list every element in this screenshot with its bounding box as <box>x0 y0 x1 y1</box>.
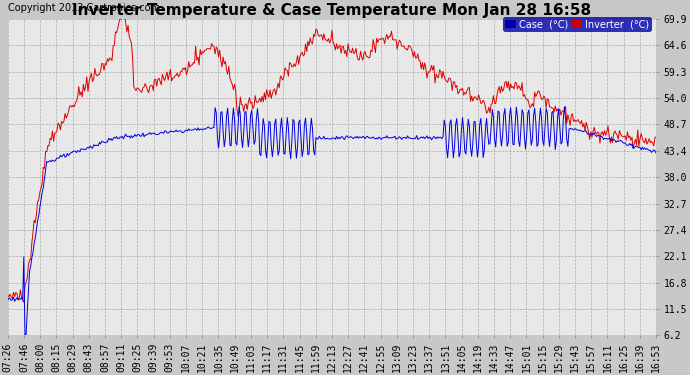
Text: Copyright 2013 Cartronics.com: Copyright 2013 Cartronics.com <box>8 3 160 13</box>
Legend: Case  (°C), Inverter  (°C): Case (°C), Inverter (°C) <box>503 18 651 32</box>
Title: Inverter Temperature & Case Temperature Mon Jan 28 16:58: Inverter Temperature & Case Temperature … <box>72 3 591 18</box>
